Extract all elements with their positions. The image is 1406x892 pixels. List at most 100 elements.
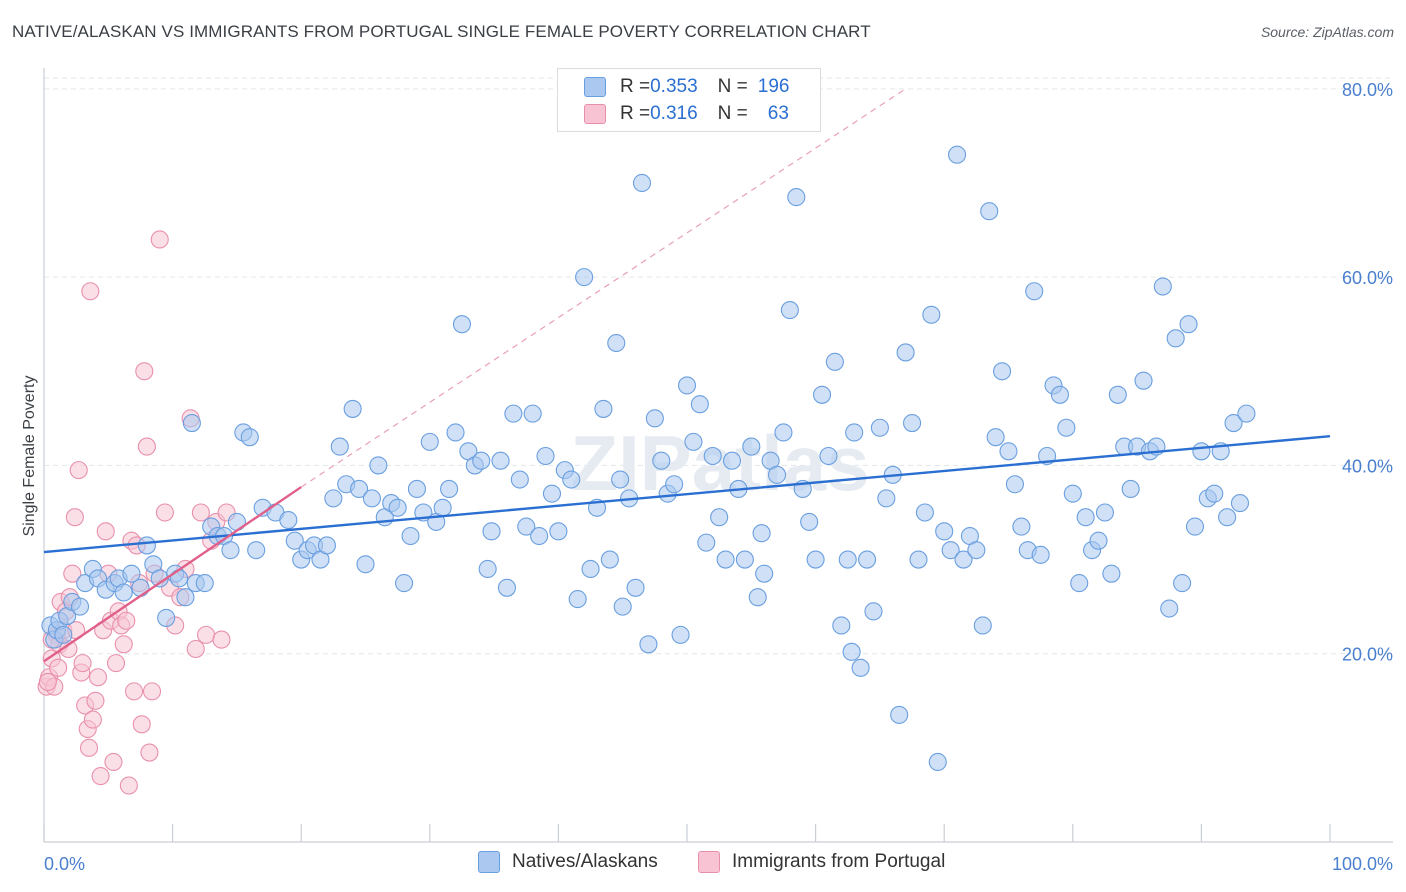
data-point-portugal: [96, 522, 115, 541]
data-point-natives: [182, 413, 201, 433]
data-point-natives: [504, 404, 523, 423]
data-point-portugal: [124, 682, 144, 701]
data-point-natives: [973, 616, 992, 635]
data-point-natives: [851, 658, 870, 677]
data-point-portugal: [88, 668, 108, 687]
data-point-natives: [626, 578, 645, 597]
data-point-portugal: [86, 691, 105, 710]
data-point-natives: [1108, 385, 1127, 404]
data-point-natives: [440, 479, 459, 499]
data-point-natives: [600, 550, 619, 569]
data-point-natives: [221, 541, 240, 560]
data-point-natives: [401, 526, 420, 546]
bottom-legend-natives: Natives/Alaskans: [478, 851, 658, 873]
data-point-natives: [562, 470, 581, 489]
data-point-natives: [362, 489, 381, 508]
data-point-natives: [780, 301, 799, 320]
data-point-natives: [671, 625, 690, 644]
trend-line-natives: [43, 435, 1331, 554]
data-point-portugal: [191, 503, 210, 522]
data-point-natives: [1005, 475, 1024, 494]
data-point-natives: [157, 608, 176, 627]
data-point-natives: [1192, 442, 1211, 461]
data-point-natives: [999, 442, 1018, 461]
data-point-natives: [690, 395, 709, 414]
data-point-portugal: [196, 625, 216, 644]
data-point-natives: [890, 705, 909, 724]
y-tick-label: 80.0%: [1342, 80, 1393, 100]
data-point-natives: [812, 385, 832, 404]
data-point-natives: [1050, 385, 1069, 404]
data-point-natives: [915, 503, 934, 522]
data-point-natives: [752, 524, 771, 543]
data-point-natives: [1173, 574, 1192, 593]
data-point-natives: [510, 470, 529, 489]
data-point-natives: [1121, 479, 1140, 499]
data-point-natives: [787, 188, 806, 207]
data-point-natives: [909, 550, 928, 569]
data-point-natives: [452, 315, 472, 334]
data-point-natives: [922, 305, 941, 324]
bottom-legend-swatch-natives: [478, 851, 500, 873]
legend-swatch-natives: [584, 77, 606, 97]
data-point-natives: [356, 555, 375, 574]
data-point-natives: [755, 564, 774, 583]
data-point-natives: [1012, 517, 1031, 536]
data-point-natives: [420, 432, 439, 451]
data-point-natives: [825, 352, 844, 371]
data-point-natives: [176, 588, 195, 607]
data-point-natives: [607, 333, 626, 353]
data-point-portugal: [114, 635, 133, 654]
data-point-natives: [369, 456, 388, 475]
data-point-natives: [611, 470, 630, 489]
data-point-natives: [967, 541, 986, 560]
data-point-natives: [1205, 484, 1224, 503]
data-point-portugal: [65, 508, 84, 527]
bottom-legend-label-portugal: Immigrants from Portugal: [732, 851, 946, 872]
data-point-portugal: [81, 282, 100, 301]
data-point-natives: [1076, 508, 1095, 527]
chart-title: NATIVE/ALASKAN VS IMMIGRANTS FROM PORTUG…: [12, 22, 871, 41]
data-point-natives: [317, 536, 336, 555]
data-point-natives: [472, 451, 491, 470]
data-point-natives: [902, 413, 922, 433]
data-point-portugal: [142, 682, 162, 701]
data-point-natives: [980, 202, 999, 221]
data-point-natives: [530, 526, 549, 546]
data-point-natives: [1160, 599, 1179, 618]
data-point-natives: [54, 625, 73, 644]
data-point-natives: [478, 559, 497, 579]
data-point-natives: [581, 559, 600, 579]
legend-n-label: N =: [717, 76, 748, 97]
data-point-natives: [517, 517, 536, 536]
data-point-portugal: [117, 611, 136, 630]
data-point-natives: [1230, 494, 1250, 513]
data-point-natives: [986, 428, 1005, 447]
data-point-natives: [870, 418, 889, 437]
data-point-natives: [735, 550, 754, 569]
data-point-natives: [722, 451, 742, 470]
data-point-natives: [240, 428, 259, 447]
y-tick-label: 20.0%: [1342, 645, 1393, 665]
data-point-natives: [877, 489, 896, 508]
data-point-portugal: [63, 564, 82, 583]
y-axis-label: Single Female Poverty: [21, 376, 38, 537]
data-point-natives: [639, 635, 658, 654]
data-point-portugal: [83, 710, 102, 729]
data-point-natives: [497, 578, 517, 597]
y-tick-label: 60.0%: [1342, 268, 1393, 288]
bottom-legend-portugal: Immigrants from Portugal: [698, 851, 945, 873]
data-point-natives: [536, 446, 555, 466]
data-point-natives: [838, 550, 857, 569]
data-point-natives: [1179, 315, 1198, 334]
legend-row-natives: R = 0.353 N = 196: [558, 73, 789, 101]
data-point-portugal: [119, 776, 138, 795]
data-point-natives: [407, 479, 426, 499]
data-point-natives: [285, 531, 304, 550]
legend-r-label: R =: [620, 103, 651, 124]
data-point-portugal: [73, 654, 92, 673]
data-point-portugal: [106, 654, 126, 673]
trend-line-portugal: [43, 486, 302, 663]
data-point-natives: [433, 498, 452, 517]
data-point-natives: [279, 510, 298, 530]
